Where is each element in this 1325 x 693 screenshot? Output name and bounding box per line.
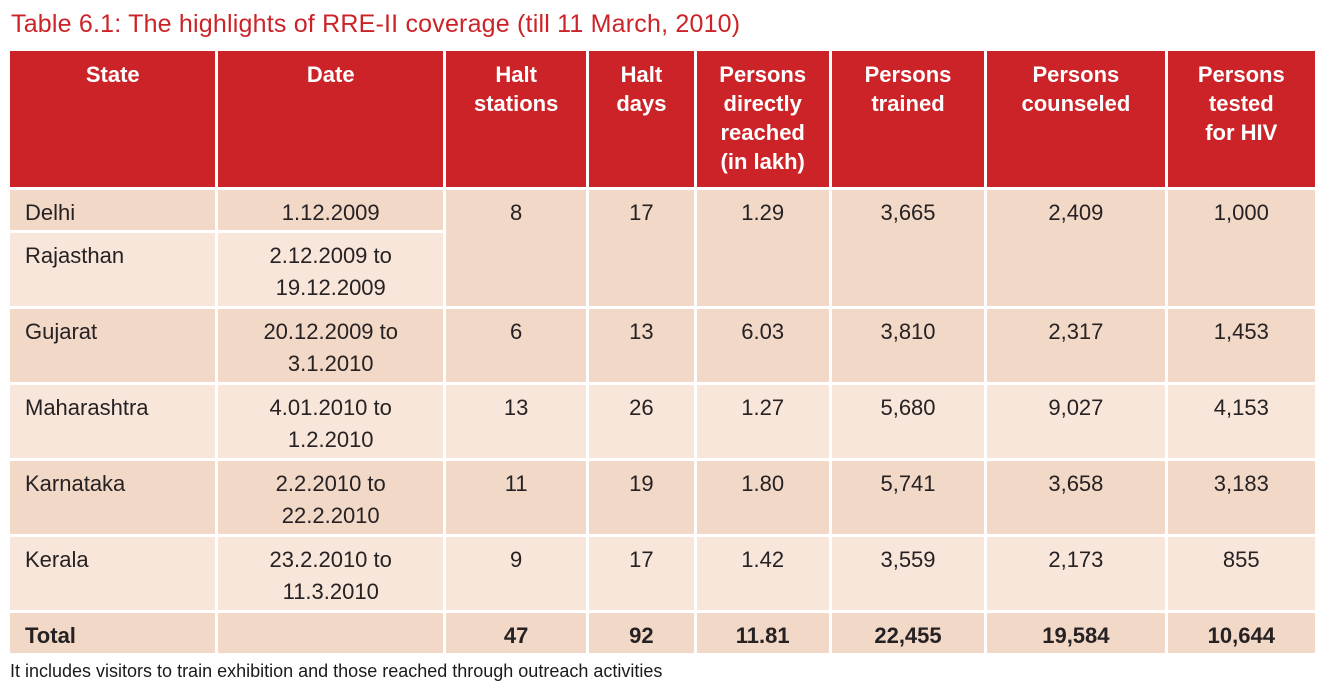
persons-trained-cell: 5,741 [831, 460, 985, 534]
halt-stations-cell: 11 [445, 460, 587, 534]
state-cell: Maharashtra [10, 384, 216, 458]
date-cell-empty [218, 612, 443, 653]
state-cell: Kerala [10, 536, 216, 610]
halt-stations-total-cell: 47 [445, 612, 587, 653]
persons-reached-total-cell: 11.81 [696, 612, 829, 653]
date-cell: 23.2.2010 to 11.3.2010 [218, 536, 443, 610]
halt-days-total-cell: 92 [589, 612, 694, 653]
persons-reached-cell: 1.80 [696, 460, 829, 534]
date-cell: 20.12.2009 to 3.1.2010 [218, 308, 443, 382]
persons-reached-cell: 1.42 [696, 536, 829, 610]
persons-counseled-cell: 2,409 [987, 190, 1165, 306]
persons-counseled-cell: 9,027 [987, 384, 1165, 458]
halt-days-cell: 19 [589, 460, 694, 534]
halt-days-cell: 13 [589, 308, 694, 382]
col-header-persons-trained: Persons trained [831, 51, 985, 187]
halt-stations-cell: 9 [445, 536, 587, 610]
persons-tested-cell: 1,000 [1167, 190, 1315, 306]
halt-stations-cell: 6 [445, 308, 587, 382]
date-cell: 1.12.2009 [218, 190, 443, 230]
table-row-karnataka: Karnataka 2.2.2010 to 22.2.2010 11 19 1.… [10, 460, 1315, 534]
persons-counseled-cell: 2,173 [987, 536, 1165, 610]
header-row: State Date Halt stations Halt days Perso… [10, 51, 1315, 187]
persons-tested-total-cell: 10,644 [1167, 612, 1315, 653]
persons-reached-cell: 1.27 [696, 384, 829, 458]
date-cell: 2.2.2010 to 22.2.2010 [218, 460, 443, 534]
persons-tested-cell: 855 [1167, 536, 1315, 610]
state-cell: Rajasthan [10, 232, 216, 306]
persons-trained-cell: 3,559 [831, 536, 985, 610]
state-cell: Gujarat [10, 308, 216, 382]
halt-days-cell: 17 [589, 190, 694, 306]
col-header-halt-stations: Halt stations [445, 51, 587, 187]
persons-tested-cell: 4,153 [1167, 384, 1315, 458]
col-header-state: State [10, 51, 216, 187]
table-row-rajasthan: Rajasthan 2.12.2009 to 19.12.2009 [10, 232, 1315, 306]
persons-tested-cell: 1,453 [1167, 308, 1315, 382]
table-title: Table 6.1: The highlights of RRE-II cove… [11, 10, 741, 38]
persons-trained-cell: 3,810 [831, 308, 985, 382]
persons-reached-cell: 1.29 [696, 190, 829, 306]
halt-days-cell: 26 [589, 384, 694, 458]
table-row-maharashtra: Maharashtra 4.01.2010 to 1.2.2010 13 26 … [10, 384, 1315, 458]
col-header-date: Date [218, 51, 443, 187]
total-label-cell: Total [10, 612, 216, 653]
date-cell: 2.12.2009 to 19.12.2009 [218, 232, 443, 306]
table-row-delhi: Delhi 1.12.2009 8 17 1.29 3,665 2,409 1,… [10, 190, 1315, 306]
persons-reached-cell: 6.03 [696, 308, 829, 382]
state-cell: Karnataka [10, 460, 216, 534]
table-row-total: Total 47 92 11.81 22,455 19,584 10,644 [10, 612, 1315, 653]
col-header-persons-tested: Persons tested for HIV [1167, 51, 1315, 187]
coverage-table: State Date Halt stations Halt days Perso… [7, 48, 1318, 656]
table-row-gujarat: Gujarat 20.12.2009 to 3.1.2010 6 13 6.03… [10, 308, 1315, 382]
persons-counseled-total-cell: 19,584 [987, 612, 1165, 653]
persons-trained-cell: 3,665 [831, 190, 985, 306]
col-header-persons-reached: Persons directly reached (in lakh) [696, 51, 829, 187]
persons-counseled-cell: 3,658 [987, 460, 1165, 534]
persons-counseled-cell: 2,317 [987, 308, 1165, 382]
halt-days-cell: 17 [589, 536, 694, 610]
footnote: It includes visitors to train exhibition… [10, 660, 663, 681]
state-cell: Delhi [10, 190, 216, 230]
persons-tested-cell: 3,183 [1167, 460, 1315, 534]
halt-stations-cell: 8 [445, 190, 587, 306]
table-row-kerala: Kerala 23.2.2010 to 11.3.2010 9 17 1.42 … [10, 536, 1315, 610]
halt-stations-cell: 13 [445, 384, 587, 458]
col-header-halt-days: Halt days [589, 51, 694, 187]
col-header-persons-counseled: Persons counseled [987, 51, 1165, 187]
persons-trained-total-cell: 22,455 [831, 612, 985, 653]
date-cell: 4.01.2010 to 1.2.2010 [218, 384, 443, 458]
persons-trained-cell: 5,680 [831, 384, 985, 458]
